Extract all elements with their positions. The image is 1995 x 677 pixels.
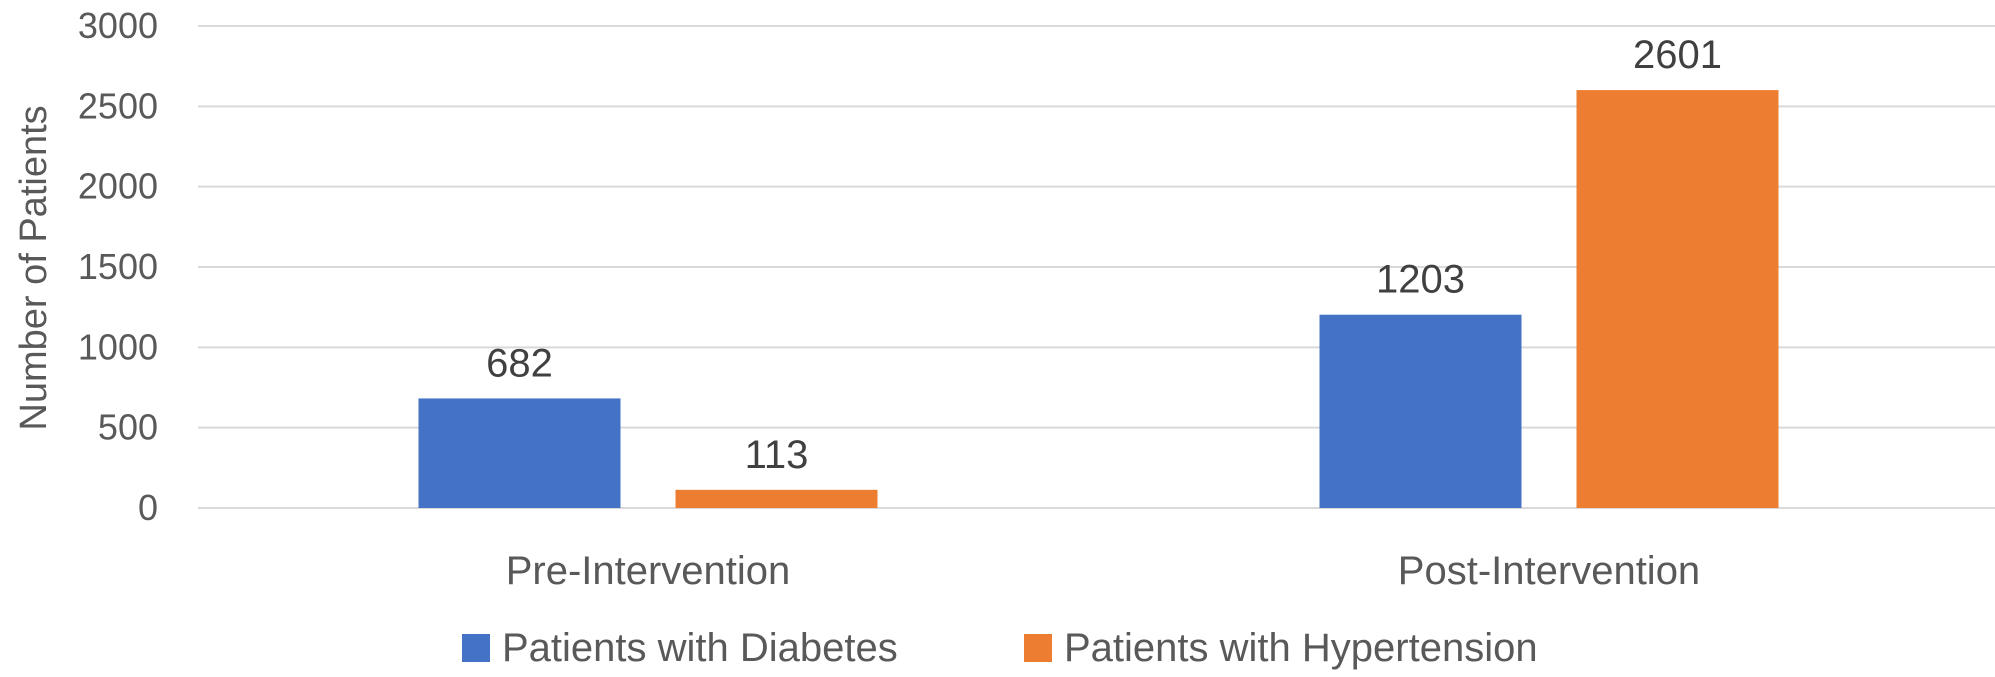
bar-hypertension-1 bbox=[1576, 90, 1779, 508]
data-label: 1203 bbox=[1376, 258, 1465, 302]
y-tick-label: 2000 bbox=[78, 166, 158, 207]
y-tick-label: 1500 bbox=[78, 246, 158, 287]
y-tick-label: 1000 bbox=[78, 326, 158, 367]
y-tick-label: 3000 bbox=[78, 5, 158, 46]
legend-swatch bbox=[1024, 634, 1052, 662]
bar-diabetes-0 bbox=[418, 398, 621, 508]
bars bbox=[418, 90, 1779, 508]
data-label: 682 bbox=[486, 341, 553, 385]
data-labels: 682 113 1203 2601 bbox=[486, 33, 1722, 477]
y-tick-label: 2500 bbox=[78, 85, 158, 126]
legend: Patients with Diabetes Patients with Hype… bbox=[462, 626, 1538, 670]
bar-diabetes-1 bbox=[1319, 314, 1522, 508]
data-label: 113 bbox=[745, 433, 809, 477]
legend-label: Patients with Diabetes bbox=[502, 626, 898, 670]
legend-label: Patients with Hypertension bbox=[1064, 626, 1538, 670]
x-category-label: Post-Intervention bbox=[1398, 549, 1700, 593]
x-category-label: Pre-Intervention bbox=[506, 549, 791, 593]
y-tick-label: 500 bbox=[98, 407, 158, 448]
category-labels: Pre-Intervention Post-Intervention bbox=[506, 549, 1700, 593]
legend-swatch bbox=[462, 634, 490, 662]
data-label: 2601 bbox=[1633, 33, 1722, 77]
y-tick-label: 0 bbox=[138, 487, 158, 528]
y-axis-ticks: 0 500 1000 1500 2000 2500 3000 bbox=[78, 5, 158, 528]
y-axis-title: Number of Patients bbox=[13, 105, 55, 430]
bar-hypertension-0 bbox=[675, 489, 878, 508]
